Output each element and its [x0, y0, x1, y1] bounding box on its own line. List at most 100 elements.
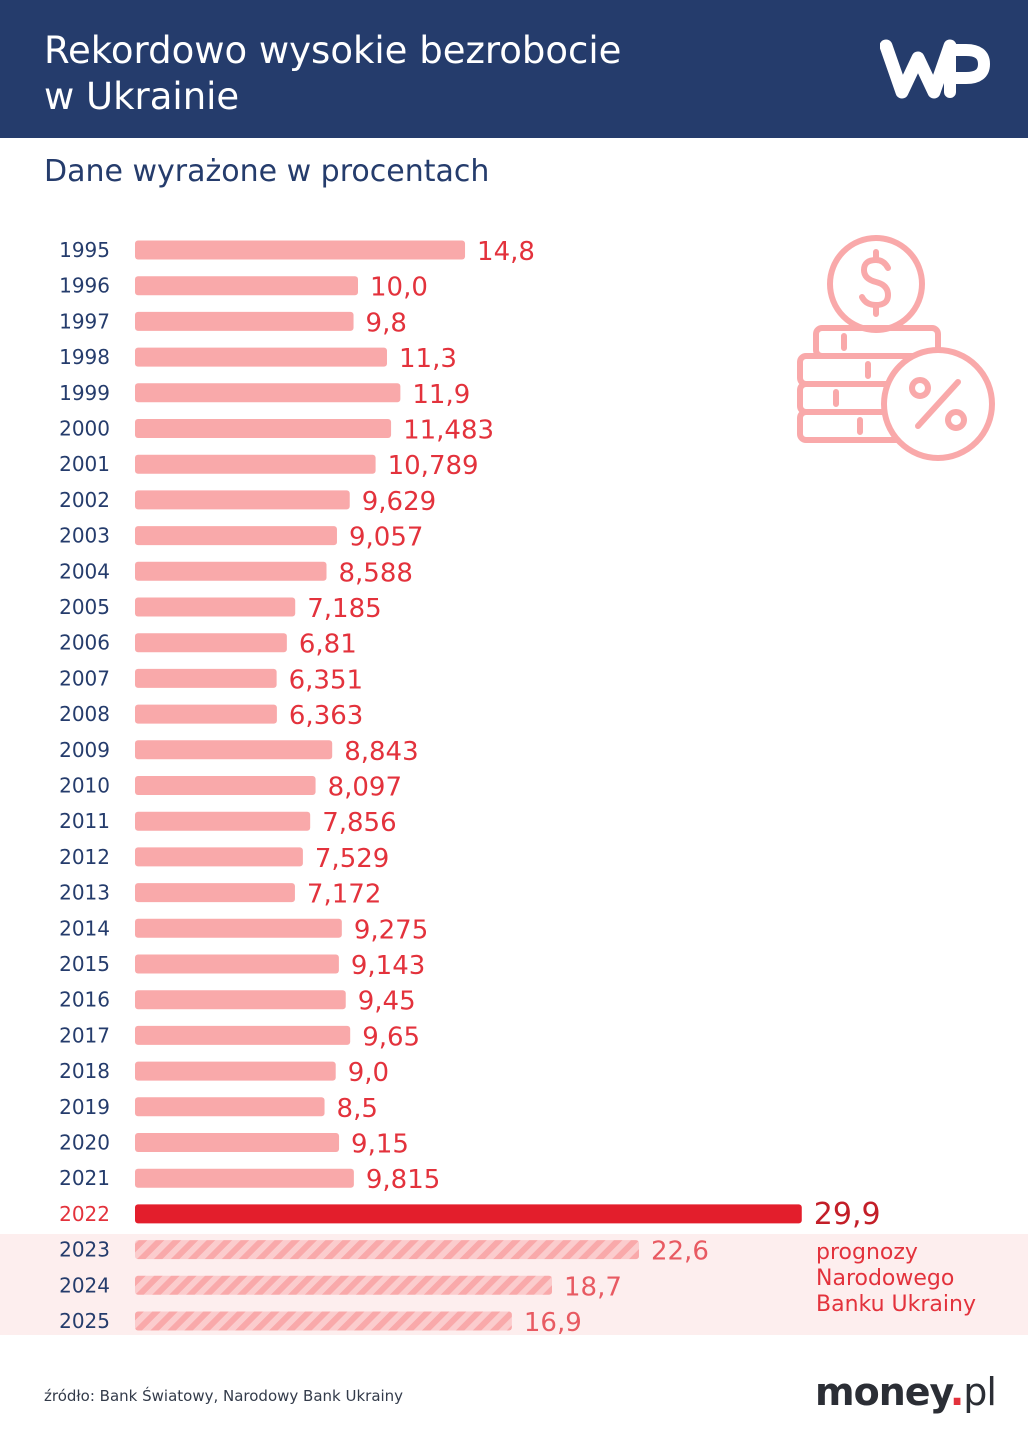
year-label-1998: 1998 — [59, 345, 110, 369]
bar-2017 — [135, 1025, 351, 1045]
value-label-2025: 16,9 — [524, 1308, 582, 1338]
value-label-2011: 7,856 — [322, 808, 396, 838]
year-label-2016: 2016 — [59, 988, 110, 1012]
value-label-2001: 10,789 — [388, 451, 479, 481]
bar-2009 — [135, 740, 333, 760]
bar-2021 — [135, 1168, 354, 1188]
bar-2006 — [135, 633, 287, 653]
bar-2005 — [135, 597, 296, 617]
bar-2016 — [135, 990, 346, 1010]
year-label-2018: 2018 — [59, 1059, 110, 1083]
bar-2015 — [135, 954, 339, 974]
year-label-2024: 2024 — [59, 1273, 110, 1297]
wp-logo-icon — [880, 39, 990, 99]
bar-1999 — [135, 383, 401, 403]
bar-1998 — [135, 347, 387, 367]
bar-2020 — [135, 1133, 340, 1152]
value-label-2015: 9,143 — [351, 951, 425, 981]
value-label-2012: 7,529 — [315, 844, 389, 874]
value-label-1999: 11,9 — [412, 380, 470, 410]
bar-2007 — [135, 668, 277, 688]
year-label-2011: 2011 — [59, 809, 110, 833]
brand-dot: . — [949, 1370, 964, 1414]
header-bar: Rekordowo wysokie bezrobocie w Ukrainie — [0, 0, 1028, 138]
year-label-2014: 2014 — [59, 916, 110, 940]
year-label-2005: 2005 — [59, 595, 110, 619]
value-label-2013: 7,172 — [307, 880, 381, 910]
value-label-2021: 9,815 — [366, 1165, 440, 1195]
year-label-2001: 2001 — [59, 452, 110, 476]
value-label-1996: 10,0 — [370, 273, 428, 303]
value-label-2019: 8,5 — [337, 1094, 378, 1124]
bar-2014 — [135, 918, 342, 938]
value-label-2000: 11,483 — [403, 416, 494, 446]
source-note: źródło: Bank Światowy, Narodowy Bank Ukr… — [44, 1387, 404, 1405]
forecast-note: prognozy Narodowego Banku Ukrainy — [816, 1240, 976, 1317]
value-label-2002: 9,629 — [362, 487, 436, 517]
year-label-1996: 1996 — [59, 274, 110, 298]
bar-2019 — [135, 1097, 325, 1117]
value-label-2018: 9,0 — [348, 1058, 389, 1088]
value-label-2020: 9,15 — [351, 1130, 409, 1160]
year-label-2019: 2019 — [59, 1095, 110, 1119]
year-label-2006: 2006 — [59, 631, 110, 655]
bar-1996 — [135, 276, 358, 296]
year-label-2013: 2013 — [59, 881, 110, 905]
year-label-2012: 2012 — [59, 845, 110, 869]
year-label-2020: 2020 — [59, 1131, 110, 1155]
value-label-2016: 9,45 — [358, 987, 416, 1017]
bar-2022 — [135, 1204, 802, 1224]
value-label-2006: 6,81 — [299, 630, 357, 660]
bar-2013 — [135, 883, 295, 903]
year-label-2009: 2009 — [59, 738, 110, 762]
year-label-2002: 2002 — [59, 488, 110, 512]
value-label-2024: 18,7 — [564, 1272, 622, 1302]
bar-chart: 1995 14,8 1996 10,0 1997 9,8 1998 11,3 1999 11,9 2… — [59, 237, 881, 1338]
brand-tld: pl — [963, 1370, 997, 1414]
coins-percent-icon — [797, 235, 995, 461]
value-label-2014: 9,275 — [354, 915, 428, 945]
year-label-1999: 1999 — [59, 381, 110, 405]
year-label-2017: 2017 — [59, 1023, 110, 1047]
value-label-2008: 6,363 — [289, 701, 363, 731]
year-label-2010: 2010 — [59, 774, 110, 798]
year-label-2023: 2023 — [59, 1238, 110, 1262]
money-pl-logo: money.pl — [815, 1370, 997, 1420]
value-label-1998: 11,3 — [399, 344, 457, 374]
bar-2025 — [135, 1311, 512, 1331]
year-label-1995: 1995 — [59, 238, 110, 262]
bar-1995 — [135, 240, 466, 260]
value-label-2017: 9,65 — [362, 1022, 420, 1052]
year-label-2007: 2007 — [59, 666, 110, 690]
chart-title: Rekordowo wysokie bezrobocie w Ukrainie — [44, 29, 622, 118]
value-label-1995: 14,8 — [477, 237, 535, 267]
value-label-2022: 29,9 — [814, 1197, 881, 1232]
year-label-1997: 1997 — [59, 309, 110, 333]
bar-2012 — [135, 847, 303, 867]
value-label-2023: 22,6 — [651, 1237, 709, 1267]
bar-2004 — [135, 561, 327, 581]
value-label-2007: 6,351 — [289, 665, 363, 695]
value-label-2010: 8,097 — [328, 773, 402, 803]
brand-main: money — [815, 1370, 951, 1414]
bar-2000 — [135, 419, 392, 438]
year-label-2000: 2000 — [59, 417, 110, 441]
chart-subtitle: Dane wyrażone w procentach — [44, 154, 490, 189]
year-label-2008: 2008 — [59, 702, 110, 726]
bar-2010 — [135, 776, 316, 795]
value-label-2009: 8,843 — [344, 737, 418, 767]
bar-2011 — [135, 811, 311, 831]
bar-2001 — [135, 454, 376, 474]
bar-2023 — [135, 1240, 639, 1260]
bar-2024 — [135, 1275, 553, 1295]
bar-2003 — [135, 526, 337, 546]
year-label-2015: 2015 — [59, 952, 110, 976]
bar-2018 — [135, 1061, 336, 1081]
value-label-1997: 9,8 — [366, 308, 407, 338]
year-label-2025: 2025 — [59, 1309, 110, 1333]
year-label-2022: 2022 — [59, 1202, 110, 1226]
value-label-2004: 8,588 — [339, 558, 413, 588]
year-label-2021: 2021 — [59, 1166, 110, 1190]
bar-2008 — [135, 704, 277, 724]
bar-1997 — [135, 311, 354, 331]
